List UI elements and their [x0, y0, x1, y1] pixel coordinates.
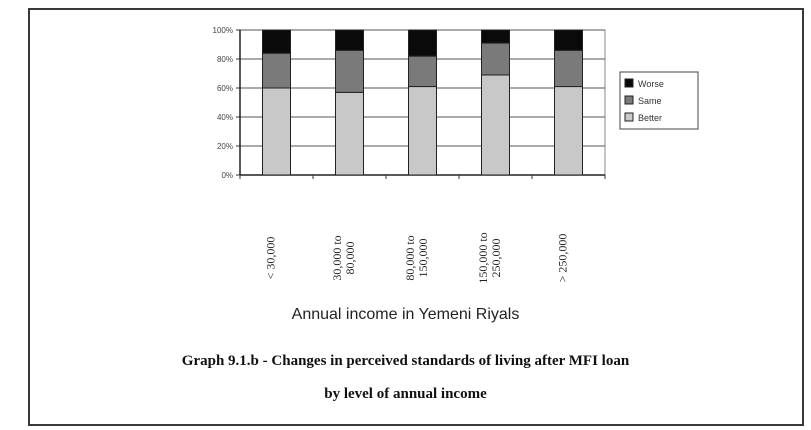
x-tick-label-line: 150,000 to	[476, 232, 490, 283]
y-tick-label: 0%	[221, 171, 233, 180]
legend-label: Better	[638, 113, 662, 123]
x-tick-label-line: 250,000	[489, 239, 503, 278]
x-tick-label-line: 30,000 to	[330, 235, 344, 280]
y-tick-label: 60%	[217, 84, 233, 93]
y-tick-label: 40%	[217, 113, 233, 122]
y-tick-label: 100%	[213, 26, 233, 35]
x-tick-label-line: > 250,000	[556, 234, 570, 283]
y-tick-label: 20%	[217, 142, 233, 151]
legend-swatch	[624, 95, 634, 105]
caption-line-1: Graph 9.1.b - Changes in perceived stand…	[181, 353, 630, 369]
legend-label: Worse	[638, 79, 664, 89]
bar-segment-same	[262, 52, 291, 89]
bar-segment-worse	[408, 29, 437, 57]
bar-segment-same	[481, 42, 510, 76]
caption-line-2: by level of annual income	[324, 386, 487, 402]
stacked-bar-chart: 0%20%40%60%80%100%< 30,000 30,000 to80,00…	[213, 26, 699, 284]
bar-segment-better	[408, 86, 437, 176]
x-tick-label-line: 80,000	[343, 242, 357, 275]
bar-segment-worse	[554, 29, 583, 51]
x-tick-label: 150,000 to250,000	[476, 232, 503, 283]
bar-segment-worse	[481, 29, 510, 44]
x-tick-label-line: 80,000 to	[403, 235, 417, 280]
x-axis-label: Annual income in Yemeni Riyals	[291, 306, 520, 323]
bar-segment-better	[335, 91, 364, 176]
legend-swatch	[624, 112, 634, 122]
bar-segment-better	[554, 86, 583, 176]
bar-segment-same	[335, 49, 364, 93]
x-tick-label-line: 150,000	[416, 239, 430, 278]
bar-segment-better	[262, 87, 291, 176]
bar-segment-same	[408, 55, 437, 88]
legend-swatch	[624, 78, 634, 88]
y-tick-label: 80%	[217, 55, 233, 64]
bar-segment-worse	[262, 29, 291, 54]
bar-segment-worse	[335, 29, 364, 51]
legend-label: Same	[638, 96, 662, 106]
x-tick-label: < 30,000	[264, 237, 278, 280]
x-tick-label: 30,000 to80,000	[330, 235, 357, 280]
x-tick-label: > 250,000	[556, 234, 570, 283]
x-tick-label: 80,000 to150,000	[403, 235, 430, 280]
x-tick-label-line: < 30,000	[264, 237, 278, 280]
bar-segment-same	[554, 49, 583, 88]
bar-segment-better	[481, 74, 510, 176]
